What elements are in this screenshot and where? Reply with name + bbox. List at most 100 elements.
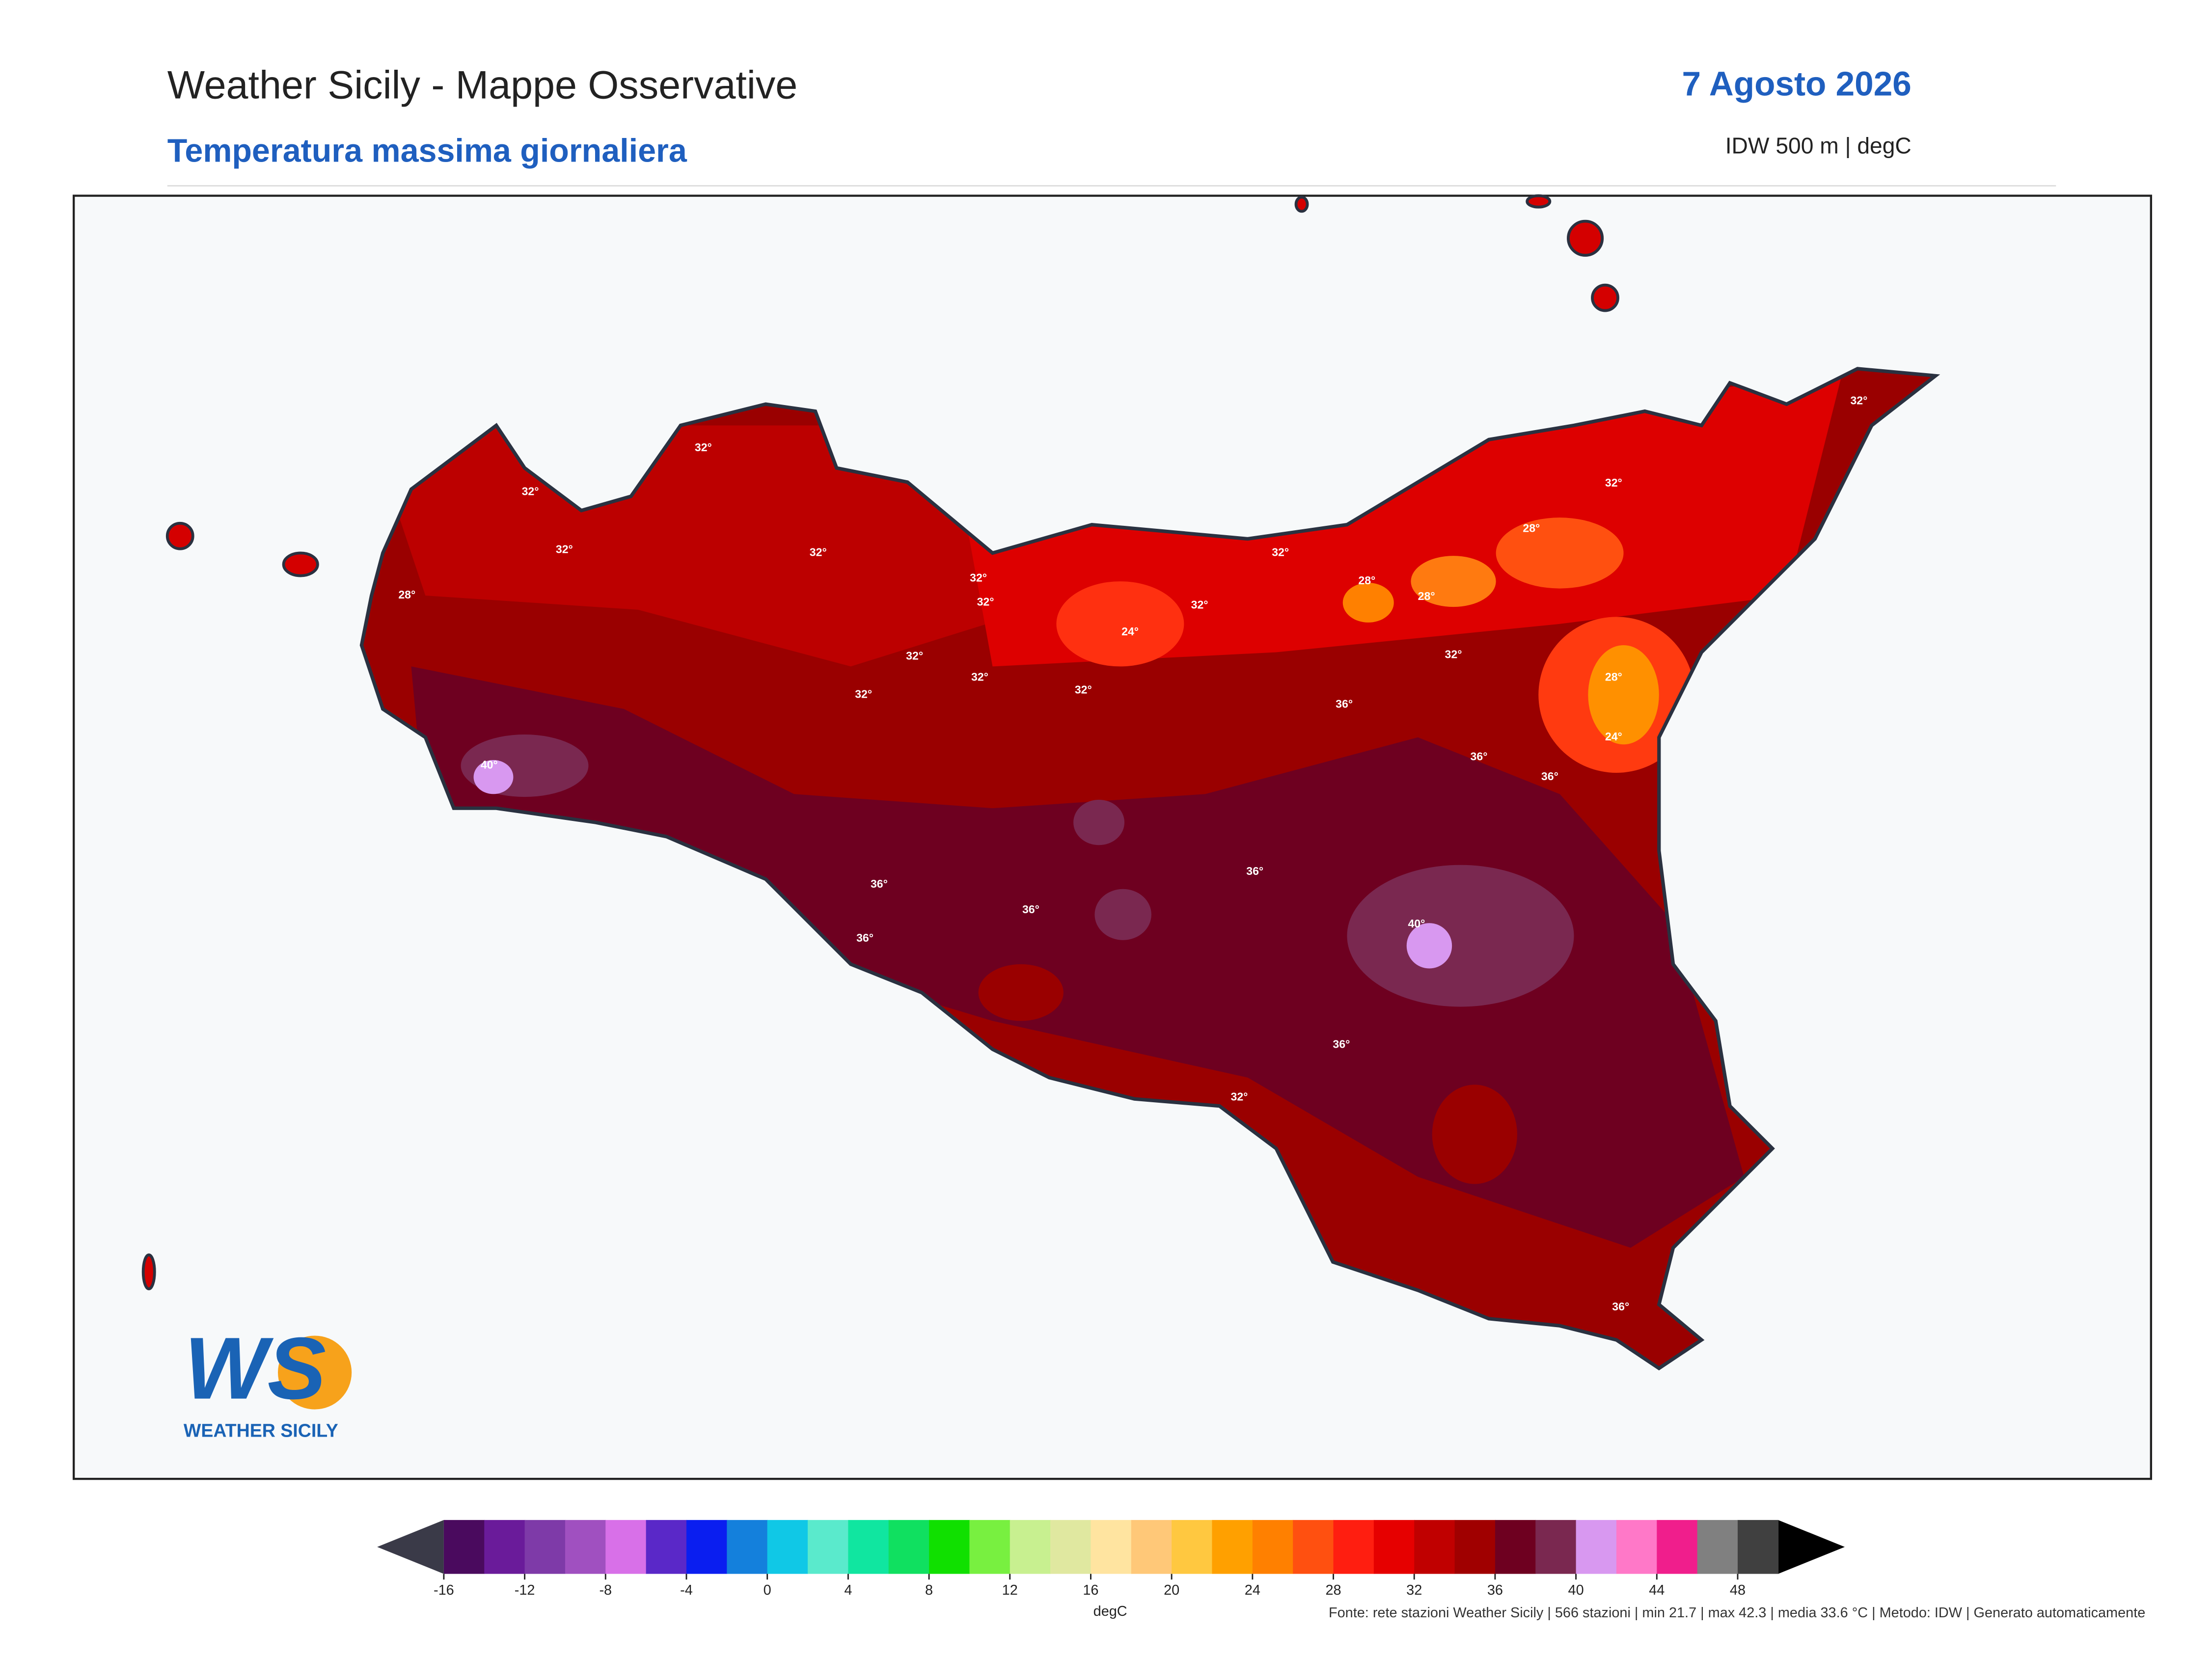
contour-label: 32° (855, 687, 872, 700)
contour-label: 28° (1358, 574, 1375, 587)
contour-label: 36° (1333, 1038, 1350, 1051)
contour-label: 32° (556, 543, 573, 556)
contour-label: 28° (398, 588, 415, 601)
contour-label: 32° (970, 571, 987, 584)
colorbar-cell (524, 1520, 566, 1574)
contour-label: 36° (1471, 750, 1488, 762)
colorbar-tick-label: 8 (925, 1582, 933, 1598)
colorbar-cell (1172, 1520, 1213, 1574)
colorbar-tick-label: 16 (1083, 1582, 1098, 1598)
colorbar-cell (443, 1520, 485, 1574)
colorbar-tick-label: 4 (844, 1582, 852, 1598)
footer: Fonte: rete stazioni Weather Sicily | 56… (1329, 1605, 2145, 1621)
colorbar-cell (646, 1520, 687, 1574)
contour-label: 32° (1191, 598, 1208, 611)
contour-label: 36° (871, 877, 888, 890)
contour-labels: 32° 32° 32° 32° 32° 32° 24° 32° 32° 28° 28° 28° 32° 3… (398, 394, 1867, 1312)
colorbar-tick-label: 48 (1730, 1582, 1746, 1598)
colorbar-tick-label: 36 (1487, 1582, 1503, 1598)
islands (141, 194, 1619, 1291)
colorbar-cell (565, 1520, 606, 1574)
colorbar-cell (686, 1520, 728, 1574)
title: Weather Sicily - Mappe Osservative (167, 63, 797, 108)
contour-label: 32° (1272, 545, 1289, 558)
logo: WS WEATHER SICILY (184, 1319, 352, 1441)
subtitle: Temperatura massima giornaliera (167, 133, 687, 169)
contour-label: 32° (1850, 394, 1867, 407)
colorbar-cell (727, 1520, 768, 1574)
colorbar-cell (1576, 1520, 1617, 1574)
contour-label: 36° (856, 931, 874, 944)
logo-name: WEATHER SICILY (184, 1420, 338, 1441)
colorbar-cell (1414, 1520, 1455, 1574)
colorbar-cell (1373, 1520, 1415, 1574)
colorbar-tick-label: 28 (1325, 1582, 1341, 1598)
contour-label: 32° (1230, 1090, 1248, 1103)
contour-label: 32° (522, 485, 539, 497)
colorbar-tick-label: -16 (434, 1582, 454, 1598)
contour-label: 28° (1605, 671, 1622, 683)
colorbar-cell (605, 1520, 647, 1574)
colorbar-over (1778, 1520, 1845, 1574)
colorbar-cell (484, 1520, 525, 1574)
contour-label: 36° (1022, 903, 1039, 916)
contour-label: 32° (1075, 683, 1092, 696)
colorbar-cell (969, 1520, 1010, 1574)
colorbar-tick-label: -12 (515, 1582, 535, 1598)
colorbar-cell (1091, 1520, 1132, 1574)
colorbar-tick-label: 0 (764, 1582, 771, 1598)
colorbar-cell (929, 1520, 970, 1574)
date: 7 Agosto 2026 (1682, 65, 1912, 103)
colorbar-under (377, 1520, 444, 1574)
colorbar-tick-label: 44 (1649, 1582, 1665, 1598)
colorbar-cell (1333, 1520, 1374, 1574)
colorbar-cell (848, 1520, 889, 1574)
logo-initials: WS (185, 1319, 326, 1417)
colorbar-tick-label: 12 (1002, 1582, 1018, 1598)
contour-label: 32° (971, 671, 988, 683)
colorbar-tick-label: -4 (680, 1582, 693, 1598)
contour-label: 24° (1605, 730, 1622, 743)
colorbar-cell (1212, 1520, 1253, 1574)
colorbar-tick-label: 32 (1406, 1582, 1422, 1598)
method: IDW 500 m | degC (1725, 133, 1912, 159)
colorbar-tick-label: -8 (599, 1582, 612, 1598)
contour-label: 40° (1408, 917, 1425, 930)
contour-label: 36° (1612, 1300, 1629, 1313)
colorbar-cell (1697, 1520, 1738, 1574)
colorbar-tick-label: 40 (1568, 1582, 1584, 1598)
colorbar-cell (1495, 1520, 1536, 1574)
contour-label: 40° (481, 759, 498, 771)
colorbar-tick-label: 24 (1245, 1582, 1260, 1598)
contour-label: 32° (695, 441, 712, 454)
colorbar-cell (888, 1520, 929, 1574)
contour-label: 28° (1418, 590, 1435, 602)
colorbar-cell (1616, 1520, 1658, 1574)
colorbar-cell (808, 1520, 849, 1574)
colorbar-cell (1535, 1520, 1577, 1574)
colorbar-cell (1131, 1520, 1172, 1574)
colorbar-cell (1252, 1520, 1294, 1574)
contour-label: 28° (1523, 521, 1540, 534)
contour-label: 36° (1336, 697, 1353, 710)
colorbar-label: degC (1093, 1604, 1127, 1619)
colorbar-cell (1010, 1520, 1051, 1574)
contour-label: 32° (1605, 476, 1622, 489)
logo-sun (278, 1335, 352, 1410)
contour-label: 24° (1121, 625, 1139, 638)
colorbar-tick-label: 20 (1164, 1582, 1179, 1598)
contour-label: 32° (906, 649, 923, 662)
colorbar-cell (1657, 1520, 1698, 1574)
colorbar-cell (1454, 1520, 1496, 1574)
contour-label: 32° (810, 545, 827, 558)
colorbar-cell (767, 1520, 808, 1574)
colorbar-cell (1050, 1520, 1092, 1574)
colorbar-cell (1293, 1520, 1334, 1574)
contour-label: 32° (977, 596, 994, 608)
colorbar-cell (1737, 1520, 1779, 1574)
contour-label: 36° (1246, 865, 1263, 877)
contour-label: 36° (1541, 770, 1558, 783)
colorbar: -16 -12 -8 -4 0 4 8 12 16 20 24 28 32 36 40 44 48 (377, 1520, 1845, 1598)
